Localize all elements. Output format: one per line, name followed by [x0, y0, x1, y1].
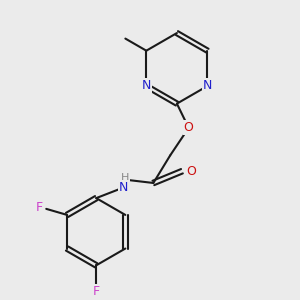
- Text: F: F: [36, 201, 43, 214]
- Text: O: O: [184, 121, 194, 134]
- Text: N: N: [203, 80, 212, 92]
- Text: N: N: [119, 181, 128, 194]
- Text: N: N: [142, 80, 151, 92]
- Text: H: H: [121, 173, 129, 183]
- Text: F: F: [93, 285, 100, 298]
- Text: O: O: [186, 165, 196, 178]
